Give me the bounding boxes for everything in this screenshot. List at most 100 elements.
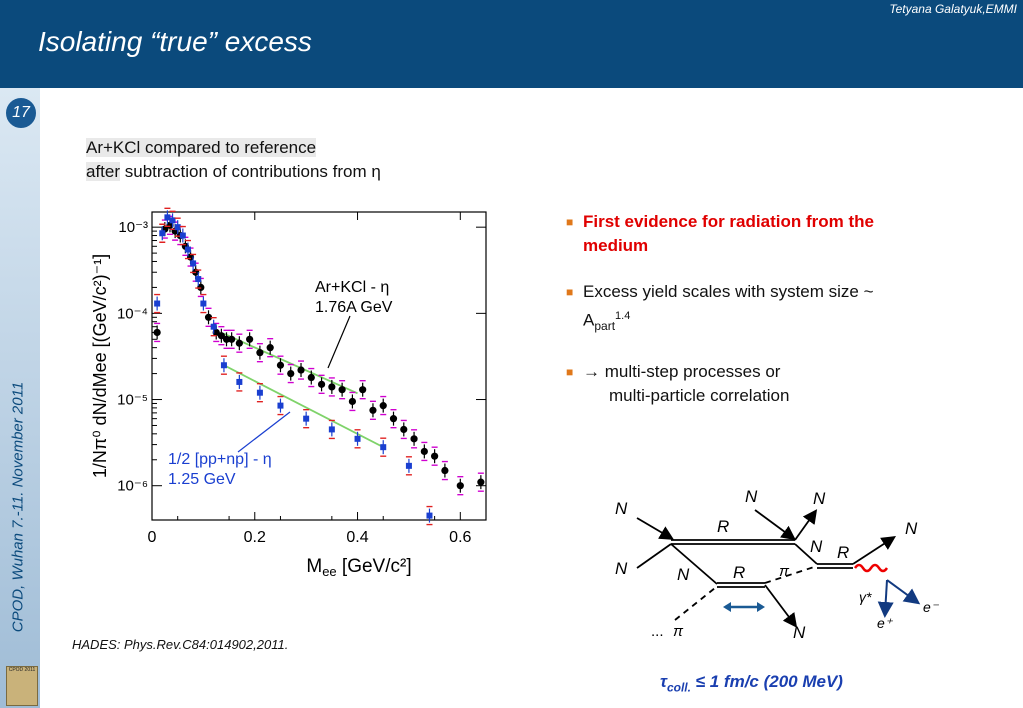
data-point bbox=[174, 224, 181, 231]
nucleon-label: N bbox=[813, 489, 826, 508]
sys-error-bracket bbox=[159, 223, 166, 243]
sys-error-bracket bbox=[328, 419, 335, 440]
sys-error-bracket bbox=[169, 210, 176, 231]
data-point bbox=[328, 426, 335, 433]
subtitle-line1: Ar+KCl compared to reference bbox=[86, 138, 317, 157]
conference-label: CPOD, Wuhan 7.-11. November 2011 bbox=[8, 352, 28, 662]
sys-error-bracket bbox=[477, 472, 484, 492]
data-point bbox=[184, 246, 191, 253]
data-point bbox=[276, 361, 285, 369]
sys-error-bracket bbox=[308, 367, 315, 388]
data-point bbox=[354, 435, 361, 442]
data-point bbox=[456, 482, 464, 490]
y-tick-label: 10⁻³ bbox=[118, 219, 148, 236]
label-pointer bbox=[237, 411, 291, 453]
dilepton-mass-chart: 0 0.2 0.4 0.6 10⁻⁶ 10⁻⁵ 10⁻⁴ 10⁻³ Mee [GeV/c²] 1/… bbox=[90, 207, 487, 579]
sys-error-bracket bbox=[228, 329, 235, 349]
sys-error-bracket bbox=[354, 429, 361, 449]
data-point bbox=[222, 335, 231, 343]
resonance-label: R bbox=[837, 543, 849, 562]
bullet-square-icon: ■ bbox=[566, 285, 574, 299]
data-point bbox=[159, 230, 166, 237]
sys-error-bracket bbox=[328, 377, 335, 397]
data-point bbox=[256, 389, 263, 396]
collision-time-note: τcoll. ≤ 1 fm/c (200 MeV) bbox=[660, 672, 843, 695]
sys-error-bracket bbox=[405, 456, 412, 476]
data-point bbox=[190, 260, 197, 267]
feynman-diagram: N N N N N N N N R R R π γ* e⁻ e⁺ ... π bbox=[615, 487, 940, 642]
sys-error-bracket bbox=[164, 207, 171, 228]
y-axis-label: 1/Nπ⁰ dN/dMee [(GeV/c²)⁻¹] bbox=[90, 254, 110, 478]
data-point bbox=[154, 300, 161, 307]
sys-error-bracket bbox=[277, 355, 284, 375]
ellipsis-label: ... bbox=[651, 623, 664, 640]
sys-error-bracket bbox=[339, 380, 346, 400]
data-point bbox=[380, 444, 387, 451]
sys-error-bracket bbox=[190, 253, 197, 274]
nucleon-label: N bbox=[745, 487, 758, 506]
x-tick-label: 0 bbox=[148, 529, 157, 546]
sys-error-bracket bbox=[411, 429, 418, 449]
x-tick-label: 0.2 bbox=[244, 529, 266, 546]
data-point bbox=[212, 328, 220, 337]
bullet-item: ■ → multi-step processes or multi-particle… bbox=[566, 362, 790, 406]
bullet-square-icon: ■ bbox=[566, 215, 574, 229]
data-point bbox=[220, 362, 227, 369]
data-point bbox=[400, 425, 408, 434]
sys-error-bracket bbox=[298, 360, 305, 380]
nucleon-label: N bbox=[615, 499, 628, 518]
data-point bbox=[200, 300, 207, 307]
sys-error-bracket bbox=[267, 337, 274, 358]
data-point bbox=[410, 435, 418, 443]
data-point bbox=[477, 478, 485, 486]
sys-error-bracket bbox=[200, 293, 207, 314]
sidebar bbox=[0, 88, 40, 708]
data-point bbox=[228, 335, 236, 343]
sys-error-bracket bbox=[441, 460, 448, 481]
data-point bbox=[204, 313, 213, 321]
conference-logo: CPOD 2011 bbox=[6, 666, 38, 706]
sys-error-bracket bbox=[287, 363, 294, 384]
data-point bbox=[246, 335, 254, 343]
data-point bbox=[169, 217, 176, 224]
reference-citation: HADES: Phys.Rev.C84:014902,2011. bbox=[72, 637, 289, 652]
data-point bbox=[210, 323, 217, 330]
sys-error-bracket bbox=[277, 395, 284, 416]
nucleon-label: N bbox=[615, 559, 628, 578]
bullet-list: ■ First evidence for radiation from the m… bbox=[566, 210, 896, 430]
data-point bbox=[389, 415, 398, 423]
data-point bbox=[307, 373, 315, 382]
data-point bbox=[297, 366, 305, 374]
sys-error-bracket bbox=[369, 400, 376, 420]
sys-error-bracket bbox=[223, 329, 230, 349]
data-point bbox=[359, 386, 367, 394]
pion-label: π bbox=[779, 563, 790, 580]
resonance-label: R bbox=[733, 563, 745, 582]
nucleon-label: N bbox=[677, 565, 690, 584]
plot-frame bbox=[151, 211, 487, 521]
series-label-energy: 1.76A GeV bbox=[315, 299, 393, 316]
x-axis-label: Mee [GeV/c²] bbox=[306, 556, 411, 579]
bullet-item: ■ Excess yield scales with system size ~ … bbox=[566, 282, 874, 334]
series-label-energy: 1.25 GeV bbox=[168, 471, 236, 488]
pion-label: π bbox=[673, 623, 684, 640]
data-point bbox=[179, 232, 186, 239]
data-point bbox=[236, 378, 243, 385]
data-point bbox=[348, 397, 356, 406]
data-point bbox=[338, 386, 346, 394]
sys-error-bracket bbox=[218, 326, 225, 346]
photon-label: γ* bbox=[859, 589, 872, 605]
series-label: Ar+KCl - η bbox=[315, 279, 389, 296]
sys-error-bracket bbox=[236, 333, 243, 353]
series-label: 1/2 [pp+np] - η bbox=[168, 451, 272, 468]
data-point bbox=[277, 402, 284, 409]
sys-error-bracket bbox=[154, 322, 161, 343]
fit-line bbox=[223, 364, 384, 448]
data-point bbox=[287, 369, 295, 378]
electron-label: e⁻ bbox=[923, 599, 940, 615]
sys-error-bracket bbox=[154, 293, 161, 314]
resonance-label: R bbox=[717, 517, 729, 536]
data-point bbox=[317, 380, 326, 388]
sys-error-bracket bbox=[256, 383, 263, 403]
data-point bbox=[166, 221, 174, 229]
